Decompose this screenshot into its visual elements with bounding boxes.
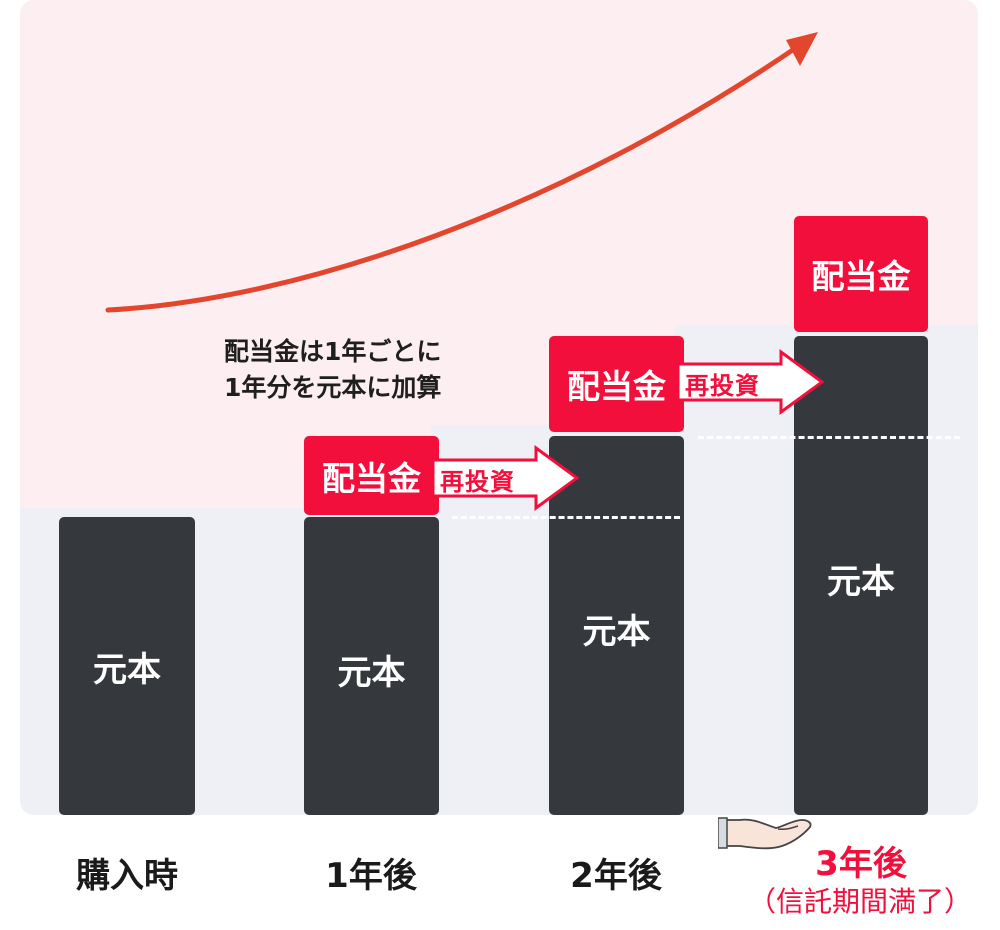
principal-label-2: 元本	[582, 612, 651, 652]
principal-bar-2: 元本	[549, 436, 684, 815]
reinvest-label-1: 再投資	[440, 468, 515, 496]
x-label-year-2: 2年後	[570, 856, 662, 896]
dividend-note: 配当金は1年ごとに 1年分を元本に加算	[224, 334, 524, 406]
x-label-year-3: 3年後	[815, 844, 907, 884]
open-hand-icon	[718, 817, 812, 850]
dividend-label-3: 配当金	[811, 257, 911, 296]
note-line-1: 配当金は1年ごとに	[224, 337, 442, 366]
maturity-note: （信託期間満了）	[747, 885, 972, 918]
principal-label-1: 元本	[337, 653, 406, 693]
x-label-purchase: 購入時	[76, 856, 178, 896]
reinvest-arrow-2	[676, 349, 825, 415]
principal-bar-1: 元本	[304, 517, 439, 815]
principal-bar-3: 元本	[794, 336, 928, 815]
dividend-box-2: 配当金	[549, 336, 684, 432]
dividend-label-2: 配当金	[567, 367, 666, 406]
principal-label-3: 元本	[827, 562, 895, 602]
previous-level-line-3	[698, 436, 960, 439]
principal-bar-0: 元本	[59, 517, 195, 815]
dividend-box-1: 配当金	[304, 436, 439, 515]
dividend-box-3: 配当金	[794, 216, 928, 332]
x-label-year-1: 1年後	[325, 856, 417, 896]
reinvest-label-2: 再投資	[685, 372, 760, 400]
principal-label-0: 元本	[93, 650, 161, 690]
note-line-2: 1年分を元本に加算	[224, 373, 442, 402]
previous-level-line-2	[452, 516, 680, 519]
reinvest-arrow-1	[431, 445, 580, 511]
dividend-label-1: 配当金	[322, 458, 421, 498]
